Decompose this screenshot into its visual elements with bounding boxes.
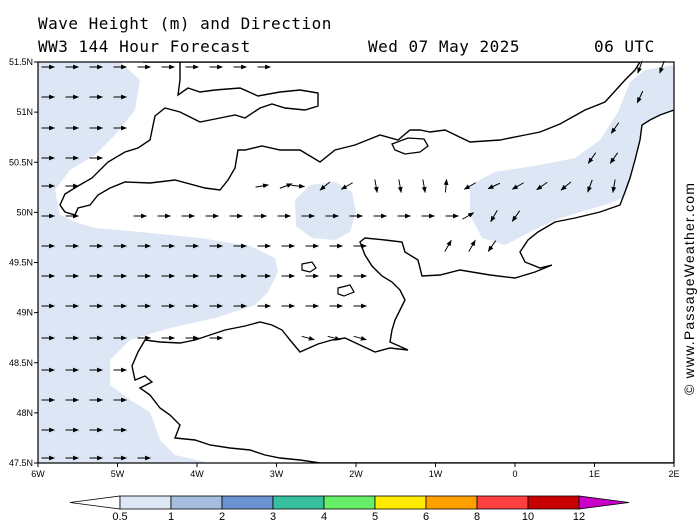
wave-arrow	[279, 183, 293, 189]
colorbar-segment	[272, 495, 325, 510]
wave-arrow	[443, 178, 449, 193]
longitude-axis: 6W 5W 4W 3W 2W 1W 0 1E 2E	[31, 463, 680, 479]
wave-arrow	[468, 239, 476, 252]
lon-tick-label: 5W	[111, 469, 125, 479]
wave-arrow	[301, 335, 315, 341]
wave-direction-arrows	[41, 60, 665, 461]
colorbar-label: 0.5	[112, 511, 127, 523]
colorbar-segment	[221, 495, 274, 510]
colorbar-label: 2	[219, 511, 225, 523]
colorbar-segment	[119, 495, 172, 510]
colorbar-segment	[374, 495, 427, 510]
credit-text: © www.PassageWeather.com	[681, 181, 697, 395]
wave-arrow	[536, 181, 548, 191]
wave-arrow	[609, 152, 619, 164]
lon-tick-label: 2W	[349, 469, 363, 479]
wave-arrow	[373, 179, 379, 193]
wave-arrow	[319, 181, 331, 191]
wave-band-west	[38, 62, 278, 463]
wave-arrow	[611, 179, 617, 193]
wave-arrow	[490, 210, 498, 223]
lon-tick-label: 4W	[190, 469, 204, 479]
lat-tick-label: 48N	[16, 408, 33, 418]
lat-tick-label: 50.5N	[9, 157, 33, 167]
colorbar-segment	[425, 495, 478, 510]
wave-arrow	[421, 179, 427, 193]
wave-band-east	[470, 65, 674, 245]
colorbar-label: 4	[321, 511, 327, 523]
wave-arrow	[637, 60, 643, 74]
lat-tick-label: 49.5N	[9, 258, 33, 268]
lon-tick-label: 6W	[31, 469, 45, 479]
wave-arrow	[255, 183, 269, 189]
wave-band-channel-center	[295, 182, 356, 240]
lon-tick-label: 3W	[270, 469, 284, 479]
colorbar-label: 5	[372, 511, 378, 523]
colorbar-label: 6	[423, 511, 429, 523]
lon-tick-label: 2E	[668, 469, 679, 479]
england-south-coast	[59, 62, 641, 216]
lat-tick-label: 49N	[16, 308, 33, 318]
wave-arrow	[444, 239, 452, 252]
wave-arrow	[560, 181, 572, 191]
wave-arrow	[327, 335, 341, 341]
forecast-time: 06 UTC	[594, 37, 655, 56]
wave-arrow	[610, 122, 620, 134]
france-north-coast	[131, 109, 674, 463]
lon-tick-label: 1W	[429, 469, 443, 479]
wave-height-colorbar: 0.5 1 2 3 4 5 6 8 10 12	[69, 495, 630, 523]
lat-tick-label: 47.5N	[9, 458, 33, 468]
colorbar-high-end	[578, 495, 630, 510]
lat-tick-label: 51.5N	[9, 57, 33, 67]
colorbar-label: 10	[522, 511, 534, 523]
wave-arrow	[463, 182, 476, 190]
colorbar-label: 8	[474, 511, 480, 523]
colorbar-label: 12	[573, 511, 585, 523]
colorbar-label: 3	[270, 511, 276, 523]
wave-arrow	[487, 182, 501, 190]
lon-tick-label: 0	[512, 469, 517, 479]
colorbar-segment	[170, 495, 223, 510]
colorbar-label: 1	[168, 511, 174, 523]
wave-arrow	[487, 240, 497, 252]
wave-arrow	[511, 210, 521, 222]
channel-island-guernsey	[301, 261, 317, 273]
wave-arrow	[462, 212, 475, 220]
wave-arrow	[659, 60, 665, 74]
lat-tick-label: 50N	[16, 207, 33, 217]
colorbar-segment	[527, 495, 580, 510]
lon-tick-label: 1E	[589, 469, 600, 479]
wave-arrow	[587, 152, 597, 164]
wave-arrow	[636, 90, 644, 104]
wave-arrow	[340, 182, 353, 190]
wave-arrow	[397, 179, 403, 193]
colorbar-low-end	[69, 495, 121, 510]
map-plot-area	[38, 62, 674, 463]
wave-arrow	[587, 179, 593, 193]
model-forecast-label: WW3 144 Hour Forecast	[38, 37, 251, 56]
wave-arrow	[291, 183, 306, 189]
colorbar-segment	[323, 495, 376, 510]
channel-island-jersey	[337, 284, 355, 297]
lat-tick-label: 51N	[16, 107, 33, 117]
wave-arrow	[511, 182, 524, 190]
latitude-axis: 51.5N 51N 50.5N 50N 49.5N 49N 48.5N 48N 47.5N	[9, 57, 38, 468]
forecast-date: Wed 07 May 2025	[368, 37, 520, 56]
chart-title: Wave Height (m) and Direction	[38, 14, 332, 33]
wave-arrow	[353, 335, 367, 341]
colorbar-segment	[476, 495, 529, 510]
isle-of-wight	[391, 137, 429, 155]
lat-tick-label: 48.5N	[9, 358, 33, 368]
